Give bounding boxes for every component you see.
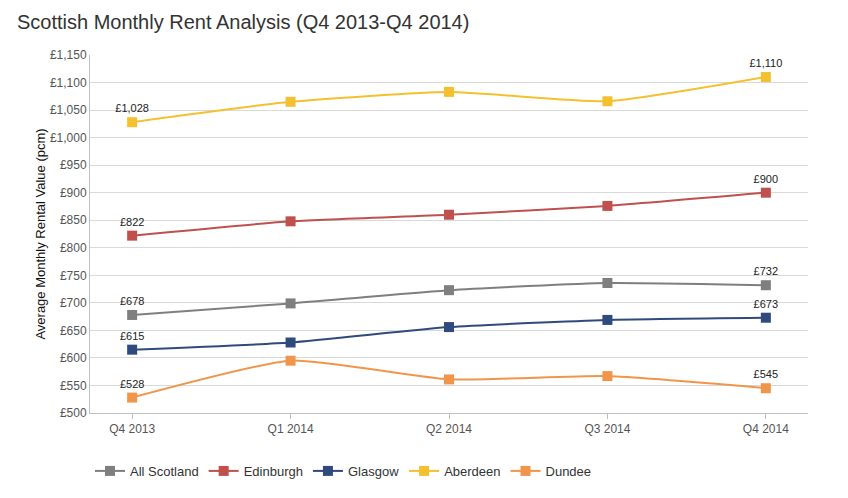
svg-text:£600: £600 (60, 351, 87, 365)
svg-text:£678: £678 (120, 295, 144, 307)
svg-text:Q2 2014: Q2 2014 (426, 422, 472, 436)
svg-text:Q1 2014: Q1 2014 (268, 422, 314, 436)
svg-text:£1,100: £1,100 (50, 76, 87, 90)
svg-text:£545: £545 (754, 368, 778, 380)
svg-text:£673: £673 (754, 298, 778, 310)
svg-text:£800: £800 (60, 241, 87, 255)
svg-text:Average Monthly Rental Value (: Average Monthly Rental Value (pcm) (33, 128, 48, 339)
svg-text:£822: £822 (120, 216, 144, 228)
svg-text:£615: £615 (120, 330, 144, 342)
svg-text:Q4 2013: Q4 2013 (109, 422, 155, 436)
svg-text:£950: £950 (60, 158, 87, 172)
svg-text:£1,028: £1,028 (115, 102, 149, 114)
svg-text:£1,110: £1,110 (749, 57, 782, 69)
svg-text:£650: £650 (60, 324, 87, 338)
svg-text:£1,150: £1,150 (50, 48, 87, 62)
svg-text:Scottish Monthly Rent Analysis: Scottish Monthly Rent Analysis (Q4 2013-… (17, 11, 469, 33)
svg-text:Glasgow: Glasgow (348, 464, 399, 479)
svg-text:Aberdeen: Aberdeen (444, 464, 500, 479)
svg-text:£550: £550 (60, 379, 87, 393)
svg-text:£500: £500 (60, 406, 87, 420)
svg-text:£850: £850 (60, 213, 87, 227)
svg-text:£528: £528 (120, 378, 144, 390)
svg-text:£1,000: £1,000 (50, 131, 87, 145)
svg-text:£750: £750 (60, 269, 87, 283)
svg-text:£732: £732 (754, 265, 778, 277)
svg-text:Dundee: Dundee (546, 464, 592, 479)
svg-text:Edinburgh: Edinburgh (244, 464, 303, 479)
svg-text:£900: £900 (60, 186, 87, 200)
svg-text:£900: £900 (754, 173, 778, 185)
svg-text:Q3 2014: Q3 2014 (584, 422, 630, 436)
svg-text:£700: £700 (60, 296, 87, 310)
svg-text:£1,050: £1,050 (50, 103, 87, 117)
svg-text:Q4 2014: Q4 2014 (743, 422, 789, 436)
svg-text:All Scotland: All Scotland (130, 464, 199, 479)
